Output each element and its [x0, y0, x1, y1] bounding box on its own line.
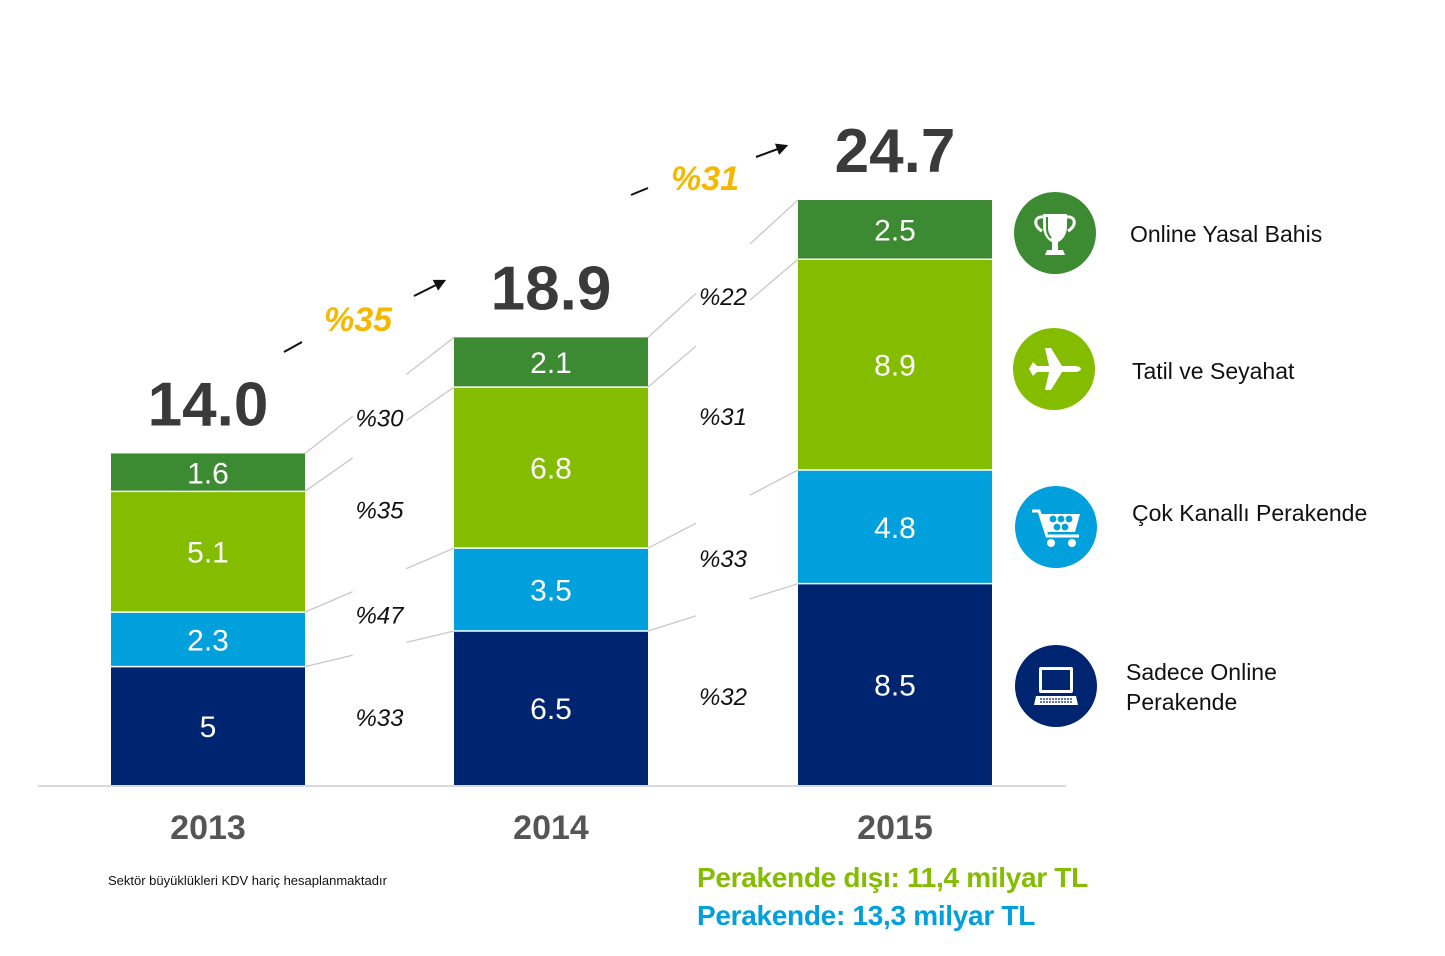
total-value-label: 18.9 — [491, 254, 612, 323]
bar-segment-2014-1 — [454, 548, 648, 632]
connector-line — [749, 469, 799, 496]
connector-line — [406, 547, 455, 570]
connector-line — [405, 336, 455, 376]
bar-segment-2014-3 — [454, 337, 648, 388]
growth-arrow-icon — [755, 143, 789, 158]
total-value-label: 24.7 — [835, 117, 956, 186]
total-value-label: 14.0 — [148, 370, 269, 439]
segment-value-label: 6.5 — [530, 693, 572, 726]
trophy-icon — [1014, 192, 1096, 274]
segment-value-label: 8.9 — [874, 350, 916, 383]
bar-segment-2013-3 — [111, 453, 305, 492]
segment-growth-label: %30 — [355, 405, 404, 432]
segment-value-label: 2.5 — [874, 215, 916, 248]
segment-value-label: 4.8 — [874, 512, 916, 545]
segment-value-label: 5.1 — [187, 537, 229, 570]
shopping-cart-icon — [1015, 486, 1097, 568]
connector-line — [647, 292, 697, 338]
laptop-icon — [1015, 645, 1097, 727]
segment-value-label: 2.1 — [530, 347, 572, 380]
segment-growth-label: %22 — [699, 284, 747, 311]
bar-segment-2014-0 — [454, 631, 648, 785]
segment-value-label: 6.8 — [530, 453, 572, 486]
x-tick-label: 2014 — [513, 809, 589, 847]
bar-segment-2013-0 — [111, 666, 305, 785]
bar-segment-2014-2 — [454, 387, 648, 549]
connector-line — [304, 591, 353, 613]
bar-segment-2015-3 — [798, 200, 992, 260]
legend-label-line: Tatil ve Seyahat — [1132, 358, 1295, 384]
growth-arrow-tail — [283, 341, 303, 353]
connector-line — [647, 345, 697, 388]
connector-line — [405, 386, 455, 421]
segment-growth-label: %33 — [699, 546, 748, 573]
summary-retail: Perakende: 13,3 milyar TL — [697, 900, 1036, 931]
connector-line — [304, 457, 354, 492]
connector-line — [647, 615, 697, 632]
legend-label-holiday-travel: Tatil ve Seyahat — [1132, 356, 1294, 386]
segment-growth-label: %47 — [355, 602, 405, 629]
legend-label-line: Perakende — [1126, 689, 1238, 715]
segment-growth-label: %32 — [699, 684, 747, 711]
segment-value-label: 5 — [200, 711, 217, 744]
bar-segment-2015-2 — [798, 259, 992, 470]
legend-label-online-betting: Online Yasal Bahis — [1130, 219, 1322, 249]
connector-line — [749, 583, 799, 600]
connector-line — [749, 258, 799, 301]
legend-label-omnichannel-retail: Çok Kanallı Perakende — [1132, 498, 1367, 528]
growth-arrow-tail — [630, 187, 649, 196]
bar-segment-2013-2 — [111, 491, 305, 613]
segment-value-label: 2.3 — [187, 624, 229, 657]
bar-segment-2015-1 — [798, 470, 992, 584]
connector-line — [406, 630, 455, 644]
segment-value-label: 1.6 — [187, 457, 229, 490]
segment-growth-label: %33 — [355, 705, 404, 732]
legend-label-line: Çok Kanallı Perakende — [1132, 500, 1368, 526]
segment-growth-label: %35 — [355, 498, 404, 525]
legend-label-line: Online Yasal Bahis — [1130, 221, 1323, 247]
x-tick-label: 2013 — [170, 809, 246, 847]
connector-line — [647, 522, 697, 549]
legend-label-line: Sadece Online — [1126, 659, 1277, 685]
segment-value-label: 8.5 — [874, 669, 916, 702]
total-growth-label: %31 — [671, 160, 739, 198]
segment-growth-label: %31 — [699, 404, 747, 431]
connector-line — [749, 199, 799, 245]
legend-label-online-only-retail: Sadece Online Perakende — [1126, 657, 1277, 717]
connector-line — [304, 415, 354, 454]
footnote: Sektör büyüklükleri KDV hariç hesaplanma… — [108, 873, 387, 888]
connector-line — [304, 654, 353, 668]
growth-arrow-icon — [413, 279, 447, 297]
bar-segment-2013-1 — [111, 612, 305, 667]
summary-non-retail: Perakende dışı: 11,4 milyar TL — [697, 862, 1088, 893]
total-growth-label: %35 — [324, 301, 393, 339]
x-tick-label: 2015 — [857, 809, 933, 847]
airplane-icon — [1013, 328, 1095, 410]
segment-value-label: 3.5 — [530, 575, 572, 608]
bar-segment-2015-0 — [798, 583, 992, 785]
